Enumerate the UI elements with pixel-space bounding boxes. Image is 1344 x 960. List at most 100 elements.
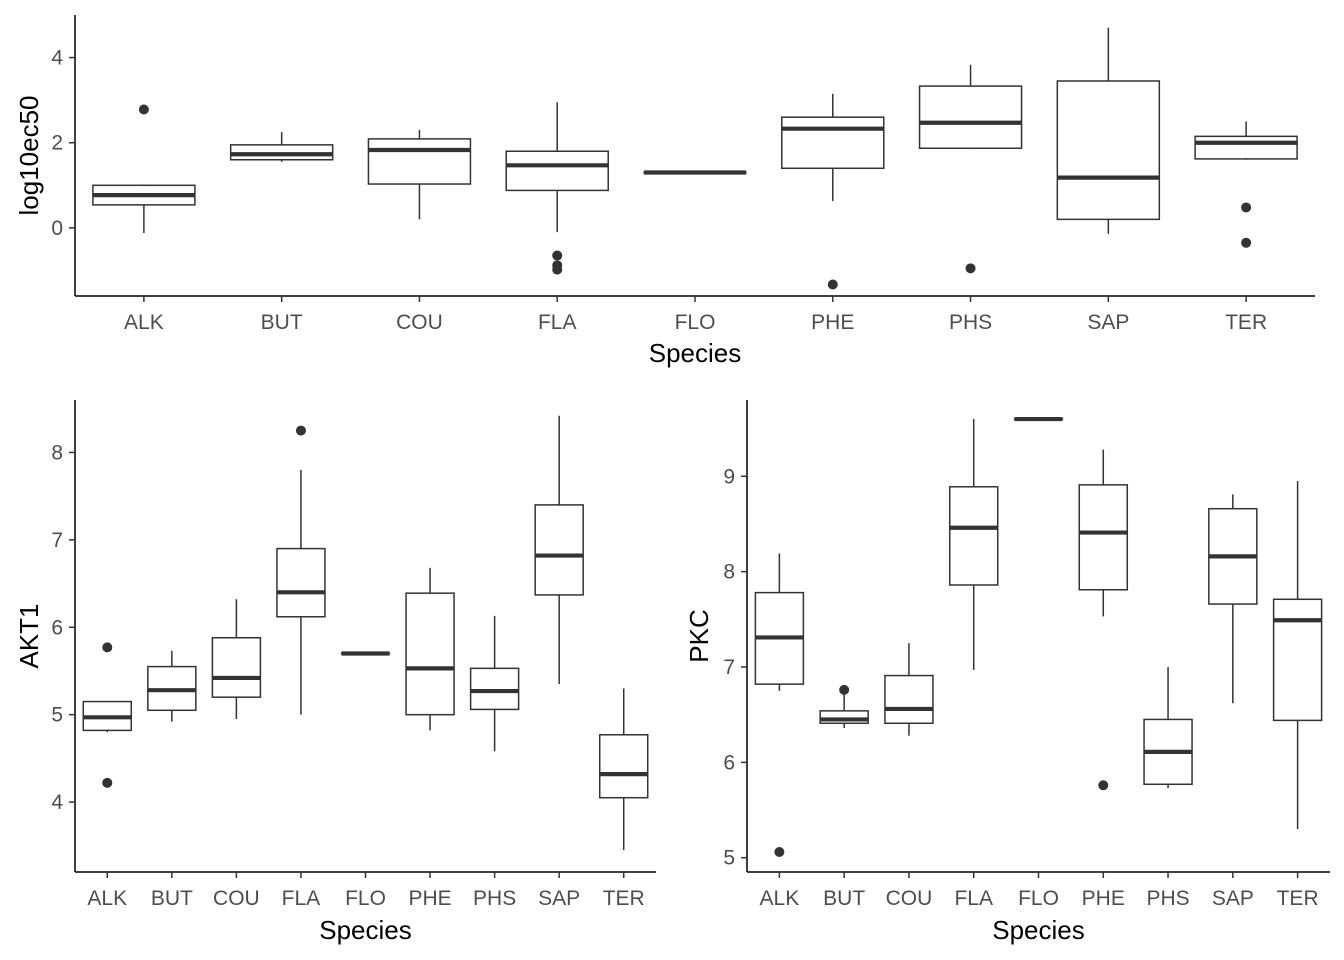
x-axis-title: Species <box>649 338 742 368</box>
y-tick-label: 6 <box>51 616 63 639</box>
iqr-box <box>367 138 472 185</box>
x-tick-label: PHS <box>473 887 516 910</box>
outlier-point <box>965 263 976 274</box>
x-tick-label: COU <box>396 311 443 334</box>
y-tick-label: 8 <box>723 561 735 584</box>
box-phs <box>918 64 1023 274</box>
outlier-point <box>839 684 850 695</box>
y-tick-label: 2 <box>51 132 63 155</box>
x-axis-title: Species <box>992 915 1085 945</box>
x-tick-label: BUT <box>261 311 303 334</box>
y-tick-label: 0 <box>51 217 63 240</box>
outlier-point <box>102 777 113 788</box>
box-cou <box>211 599 262 720</box>
y-tick-label: 7 <box>51 529 63 552</box>
iqr-box <box>781 116 885 170</box>
y-axis-title: PKC <box>684 609 714 662</box>
box-fla <box>948 419 999 670</box>
outlier-point <box>774 846 785 857</box>
iqr-box <box>1194 135 1298 160</box>
x-tick-label: TER <box>1277 887 1319 910</box>
y-tick-label: 5 <box>51 704 63 727</box>
box-alk <box>82 642 133 788</box>
y-tick-label: 6 <box>723 751 735 774</box>
iqr-box <box>276 547 326 618</box>
box-phe <box>781 93 885 290</box>
x-tick-label: FLA <box>282 887 321 910</box>
x-axis-title: Species <box>319 915 412 945</box>
x-tick-label: FLO <box>675 311 716 334</box>
outlier-point <box>1241 237 1252 248</box>
x-tick-label: FLA <box>538 311 577 334</box>
iqr-box <box>1272 598 1323 722</box>
box-phs <box>469 615 520 752</box>
iqr-box <box>1056 80 1161 221</box>
box-phs <box>1143 666 1193 789</box>
box-cou <box>884 643 934 736</box>
iqr-box <box>884 674 934 724</box>
box-but <box>147 650 197 722</box>
x-tick-label: SAP <box>1212 887 1254 910</box>
box-sap <box>534 415 584 685</box>
x-tick-label: PHE <box>408 887 451 910</box>
x-tick-label: SAP <box>538 887 580 910</box>
y-tick-label: 9 <box>723 465 735 488</box>
box-ter <box>1272 481 1323 830</box>
x-tick-label: SAP <box>1087 311 1129 334</box>
x-tick-label: BUT <box>151 887 193 910</box>
x-tick-label: ALK <box>124 311 164 334</box>
panel-log10ec50: 0 2 4 ALK BUT COU FLA FLO PHE PHS SAP TER Species log… <box>14 15 1315 368</box>
iqr-box <box>1078 484 1129 591</box>
x-tick-label: ALK <box>87 887 127 910</box>
y-axis-title: log10ec50 <box>14 96 44 216</box>
box-cou <box>367 129 472 220</box>
box-sap <box>1056 27 1161 234</box>
y-tick-label: 4 <box>51 791 63 814</box>
outlier-point <box>1098 780 1109 791</box>
iqr-box <box>534 504 584 596</box>
x-tick-label: TER <box>1225 311 1267 334</box>
x-tick-label: COU <box>213 887 260 910</box>
box-fla <box>276 425 326 715</box>
y-tick-label: 5 <box>723 847 735 870</box>
x-tick-label: FLA <box>954 887 993 910</box>
box-ter <box>1194 121 1298 248</box>
x-tick-label: PHE <box>1082 887 1125 910</box>
outlier-point <box>552 250 563 261</box>
box-but <box>229 132 334 162</box>
iqr-box <box>505 150 609 192</box>
box-ter <box>598 688 649 851</box>
y-axis-title: AKT1 <box>14 603 44 668</box>
iqr-box <box>598 734 649 799</box>
box-fla <box>505 102 609 275</box>
iqr-box <box>948 486 999 586</box>
panel-pkc: 5 6 7 8 9 ALK BUT COU FLA FLO PHE PHS SAP TER Species P… <box>684 400 1330 945</box>
box-phe <box>405 567 455 731</box>
outlier-point <box>138 104 149 115</box>
x-tick-label: PHS <box>1146 887 1189 910</box>
y-tick-label: 7 <box>723 656 735 679</box>
panel-akt1: 4 5 6 7 8 ALK BUT COU FLA FLO PHE PHS SAP TER Species A… <box>14 400 656 945</box>
x-tick-label: FLO <box>1018 887 1059 910</box>
iqr-box <box>405 592 455 716</box>
y-tick-label: 8 <box>51 441 63 464</box>
outlier-point <box>295 425 306 436</box>
outlier-point <box>1241 202 1252 213</box>
x-tick-label: PHS <box>949 311 992 334</box>
x-tick-label: ALK <box>760 887 800 910</box>
box-sap <box>1208 494 1258 704</box>
iqr-box <box>211 636 262 698</box>
box-alk <box>92 104 196 233</box>
iqr-box <box>918 85 1023 150</box>
box-alk <box>754 553 805 857</box>
outlier-point <box>102 642 113 653</box>
x-tick-label: COU <box>886 887 933 910</box>
box-but <box>819 684 869 729</box>
x-tick-label: FLO <box>345 887 386 910</box>
box-phe <box>1078 449 1129 791</box>
outlier-point <box>827 279 838 290</box>
x-tick-label: TER <box>603 887 645 910</box>
iqr-box <box>469 667 520 711</box>
x-tick-label: BUT <box>823 887 865 910</box>
